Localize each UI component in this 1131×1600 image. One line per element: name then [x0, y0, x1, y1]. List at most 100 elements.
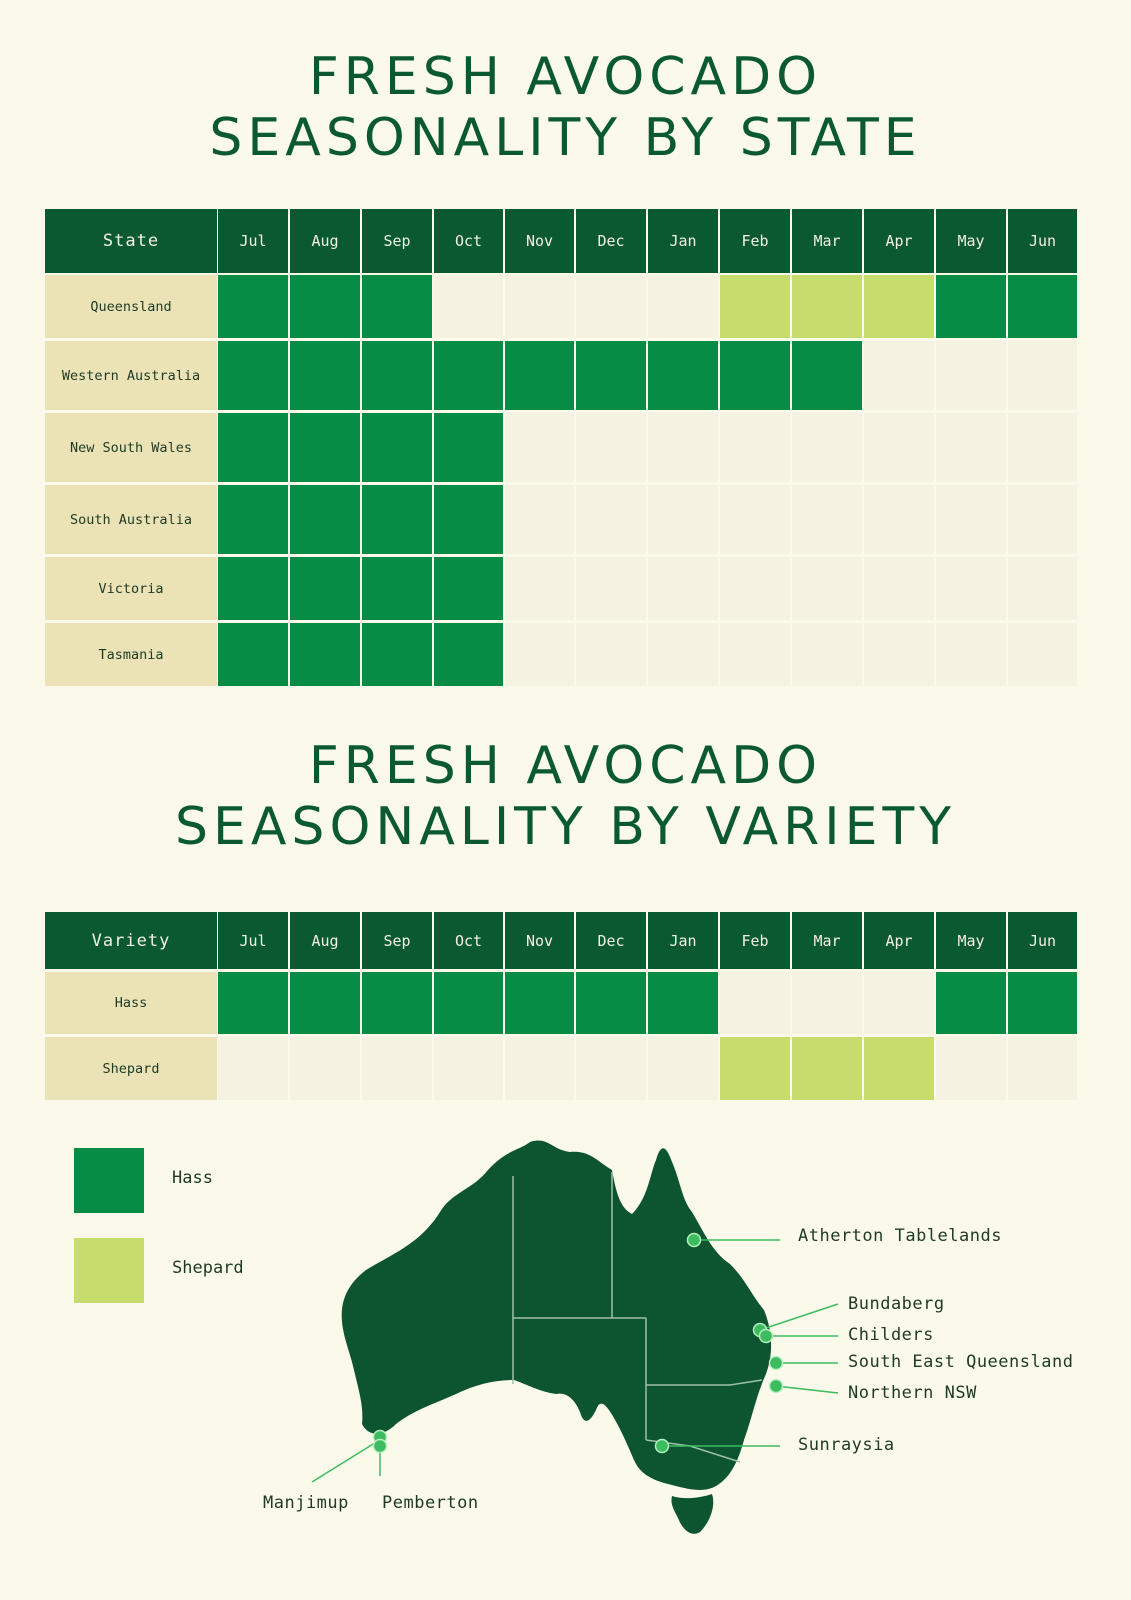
map-label-sunraysia: Sunraysia — [798, 1435, 895, 1455]
state-cell-new-south-wales-aug — [290, 413, 360, 482]
state-cell-south-australia-dec — [576, 485, 646, 554]
variety-cell-hass-nov — [505, 972, 574, 1034]
state-cell-victoria-nov — [505, 557, 574, 620]
variety-row-label-hass: Hass — [45, 972, 217, 1034]
variety-header-row-label: Variety — [45, 912, 217, 969]
variety-cell-shepard-sep — [362, 1037, 432, 1100]
state-title-line-1: FRESH AVOCADO — [308, 47, 823, 107]
variety-cell-shepard-jan — [648, 1037, 718, 1100]
state-cell-queensland-apr — [864, 275, 934, 338]
state-cell-queensland-aug — [290, 275, 360, 338]
state-header-dec: Dec — [576, 209, 646, 273]
leader-bundaberg — [759, 1303, 839, 1331]
state-cell-victoria-jan — [648, 557, 718, 620]
state-cell-queensland-may — [936, 275, 1006, 338]
marker-northern-nsw — [768, 1378, 784, 1394]
state-cell-victoria-jun — [1008, 557, 1077, 620]
map-label-manjimup: Manjimup — [263, 1493, 349, 1513]
state-cell-western-australia-dec — [576, 341, 646, 410]
variety-cell-shepard-may — [936, 1037, 1006, 1100]
state-cell-victoria-sep — [362, 557, 432, 620]
variety-cell-hass-oct — [434, 972, 503, 1034]
state-header-sep: Sep — [362, 209, 432, 273]
variety-cell-hass-feb — [720, 972, 790, 1034]
leader-manjimup — [311, 1440, 379, 1483]
state-row-label-tasmania: Tasmania — [45, 623, 217, 686]
state-cell-victoria-aug — [290, 557, 360, 620]
state-header-row-label: State — [45, 209, 217, 273]
state-cell-new-south-wales-nov — [505, 413, 574, 482]
state-row-label-queensland: Queensland — [45, 275, 217, 338]
state-cell-tasmania-mar — [792, 623, 862, 686]
state-cell-tasmania-jan — [648, 623, 718, 686]
state-cell-new-south-wales-mar — [792, 413, 862, 482]
state-header-oct: Oct — [434, 209, 503, 273]
variety-cell-shepard-oct — [434, 1037, 503, 1100]
state-cell-new-south-wales-may — [936, 413, 1006, 482]
region-markers — [372, 1232, 784, 1454]
map-label-northern-nsw: Northern NSW — [848, 1383, 977, 1403]
state-row-label-western-australia: Western Australia — [45, 341, 217, 410]
leader-northern-nsw — [775, 1385, 839, 1394]
state-cell-new-south-wales-dec — [576, 413, 646, 482]
state-cell-tasmania-apr — [864, 623, 934, 686]
variety-header-feb: Feb — [720, 912, 790, 969]
variety-header-aug: Aug — [290, 912, 360, 969]
state-cell-new-south-wales-apr — [864, 413, 934, 482]
state-cell-victoria-mar — [792, 557, 862, 620]
state-cell-victoria-apr — [864, 557, 934, 620]
state-cell-south-australia-may — [936, 485, 1006, 554]
map-label-pemberton: Pemberton — [382, 1493, 479, 1513]
marker-sunraysia — [654, 1438, 670, 1454]
tasmania-shape — [671, 1494, 714, 1534]
state-cell-queensland-jun — [1008, 275, 1077, 338]
state-cell-western-australia-apr — [864, 341, 934, 410]
legend-swatch-hass — [74, 1148, 144, 1213]
state-cell-south-australia-jun — [1008, 485, 1077, 554]
state-cell-south-australia-jan — [648, 485, 718, 554]
legend-swatch-shepard — [74, 1238, 144, 1303]
variety-cell-shepard-nov — [505, 1037, 574, 1100]
state-cell-queensland-mar — [792, 275, 862, 338]
variety-cell-hass-dec — [576, 972, 646, 1034]
legend-label-hass: Hass — [172, 1168, 213, 1188]
marker-pemberton — [372, 1438, 388, 1454]
state-cell-victoria-feb — [720, 557, 790, 620]
state-cell-queensland-jan — [648, 275, 718, 338]
state-row-label-victoria: Victoria — [45, 557, 217, 620]
state-cell-western-australia-sep — [362, 341, 432, 410]
variety-cell-shepard-jun — [1008, 1037, 1077, 1100]
variety-row-label-shepard: Shepard — [45, 1037, 217, 1100]
state-header-apr: Apr — [864, 209, 934, 273]
state-cell-new-south-wales-feb — [720, 413, 790, 482]
state-cell-new-south-wales-sep — [362, 413, 432, 482]
state-cell-western-australia-jun — [1008, 341, 1077, 410]
state-cell-victoria-oct — [434, 557, 503, 620]
variety-cell-hass-may — [936, 972, 1006, 1034]
state-cell-queensland-oct — [434, 275, 503, 338]
state-header-jul: Jul — [218, 209, 288, 273]
map-label-bundaberg: Bundaberg — [848, 1294, 945, 1314]
state-cell-western-australia-feb — [720, 341, 790, 410]
state-cell-queensland-dec — [576, 275, 646, 338]
variety-header-sep: Sep — [362, 912, 432, 969]
variety-title-line-1: FRESH AVOCADO — [308, 736, 823, 796]
state-cell-south-australia-feb — [720, 485, 790, 554]
state-cell-tasmania-oct — [434, 623, 503, 686]
state-header-aug: Aug — [290, 209, 360, 273]
state-cell-western-australia-mar — [792, 341, 862, 410]
state-cell-western-australia-oct — [434, 341, 503, 410]
state-cell-western-australia-may — [936, 341, 1006, 410]
state-cell-south-australia-apr — [864, 485, 934, 554]
state-cell-western-australia-jan — [648, 341, 718, 410]
australia-mainland-shape — [341, 1140, 772, 1490]
state-cell-tasmania-may — [936, 623, 1006, 686]
variety-cell-shepard-apr — [864, 1037, 934, 1100]
marker-atherton — [686, 1232, 702, 1248]
state-cell-south-australia-mar — [792, 485, 862, 554]
state-cell-tasmania-nov — [505, 623, 574, 686]
state-cell-tasmania-aug — [290, 623, 360, 686]
state-cell-queensland-jul — [218, 275, 288, 338]
